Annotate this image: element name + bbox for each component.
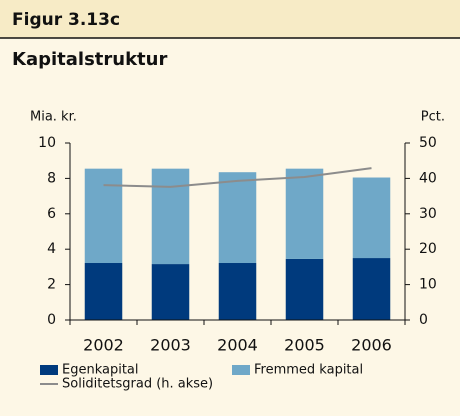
chart-title: Kapitalstruktur bbox=[12, 49, 167, 70]
legend-swatch bbox=[40, 365, 58, 375]
y-axis-title: Mia. kr. bbox=[30, 110, 77, 125]
bar bbox=[84, 263, 123, 320]
y2-tick-label: 40 bbox=[419, 170, 437, 186]
y-tick-label: 8 bbox=[47, 170, 56, 186]
bar bbox=[218, 263, 257, 320]
y-tick-label: 6 bbox=[47, 206, 56, 222]
bar bbox=[151, 264, 190, 320]
bar bbox=[285, 168, 324, 259]
y-tick-label: 4 bbox=[47, 241, 56, 257]
y2-axis-title: Pct. bbox=[421, 110, 445, 125]
legend-label: Fremmed kapital bbox=[254, 363, 363, 378]
y2-tick-label: 10 bbox=[419, 277, 437, 293]
legend-label: Soliditetsgrad (h. akse) bbox=[62, 377, 213, 392]
y-tick-label: 0 bbox=[47, 312, 56, 328]
y-tick-label: 10 bbox=[38, 135, 56, 151]
legend-swatch bbox=[232, 365, 250, 375]
bar bbox=[352, 258, 391, 320]
bar bbox=[285, 258, 324, 320]
line bbox=[103, 167, 372, 188]
x-tick-label: 2003 bbox=[150, 336, 191, 355]
y-tick-label: 2 bbox=[47, 277, 56, 293]
bar bbox=[352, 177, 391, 259]
bar bbox=[151, 168, 190, 265]
y2-tick-label: 20 bbox=[419, 241, 437, 257]
legend-label: Egenkapital bbox=[62, 363, 139, 378]
x-tick-label: 2002 bbox=[83, 336, 124, 355]
x-tick-label: 2005 bbox=[284, 336, 325, 355]
figure-label: Figur 3.13c bbox=[12, 10, 120, 30]
bar bbox=[84, 168, 123, 264]
y2-tick-label: 30 bbox=[419, 206, 437, 222]
header-band bbox=[0, 0, 460, 38]
x-tick-label: 2006 bbox=[351, 336, 392, 355]
x-tick-label: 2004 bbox=[217, 336, 258, 355]
bar bbox=[218, 172, 257, 264]
y2-tick-label: 0 bbox=[419, 312, 428, 328]
y2-tick-label: 50 bbox=[419, 135, 437, 151]
